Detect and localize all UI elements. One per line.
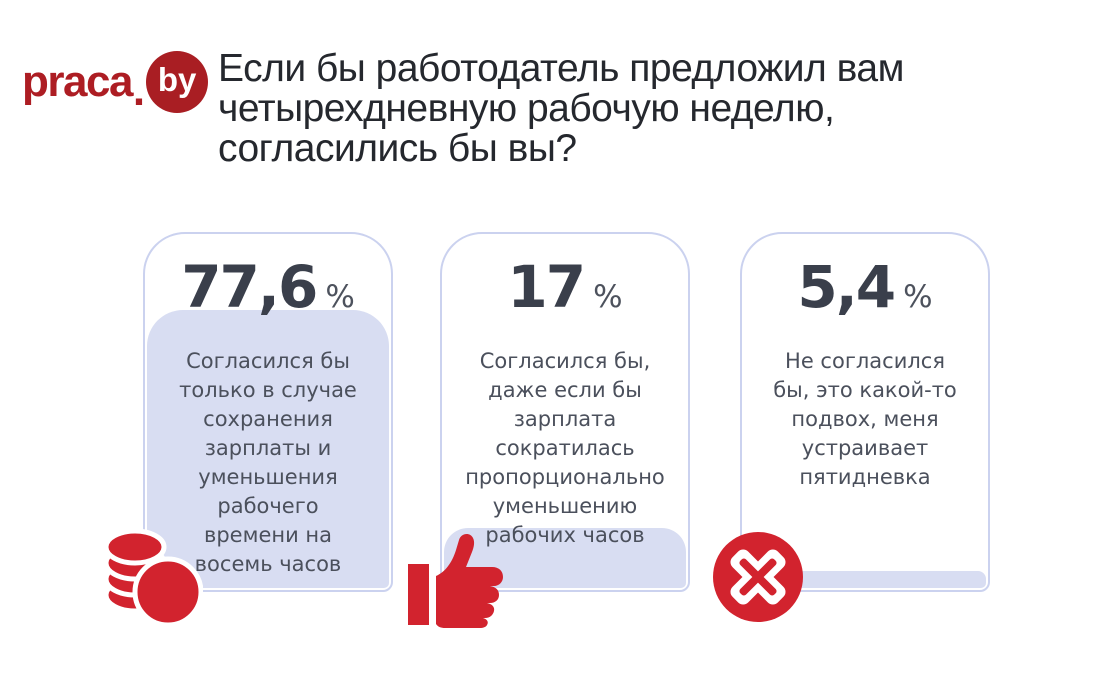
logo-circle: by <box>146 51 209 113</box>
answer-text: Согласился бы, даже если бы зарплата сок… <box>465 349 665 547</box>
percentage-row: 77,6% <box>145 256 391 333</box>
percentage-value: 17 <box>507 253 586 321</box>
result-card-salary-cut: 17% Согласился бы, даже если бы зарплата… <box>440 232 690 592</box>
result-card-disagree: 5,4% Не согласился бы, это какой-то подв… <box>740 232 990 592</box>
percentage-row: 17% <box>442 256 688 333</box>
percent-sign: % <box>325 279 355 315</box>
percentage-value: 5,4 <box>797 253 896 321</box>
result-card-keep-salary: 77,6% Согласился бы только в случае сохр… <box>143 232 393 592</box>
thumbs-up-icon <box>408 534 503 628</box>
answer-text: Согласился бы только в случае сохранения… <box>179 349 357 576</box>
percent-sign: % <box>903 279 933 315</box>
cross-circle-icon <box>713 532 803 622</box>
percent-sign: % <box>593 279 623 315</box>
card-fill-bar <box>147 310 389 588</box>
logo-tld: by <box>157 61 197 98</box>
percentage-row: 5,4% <box>742 256 988 333</box>
percentage-value: 77,6 <box>181 253 318 321</box>
logo-dot: . <box>132 66 146 115</box>
card-fill-bar <box>744 571 986 588</box>
answer-text: Не согласился бы, это какой-то подвох, м… <box>773 349 957 489</box>
coins-icon <box>103 529 203 628</box>
praca-by-logo: praca . by <box>22 50 209 115</box>
logo-word: praca <box>22 57 133 106</box>
page-title: Если бы работодатель предложил вам четыр… <box>218 47 904 170</box>
